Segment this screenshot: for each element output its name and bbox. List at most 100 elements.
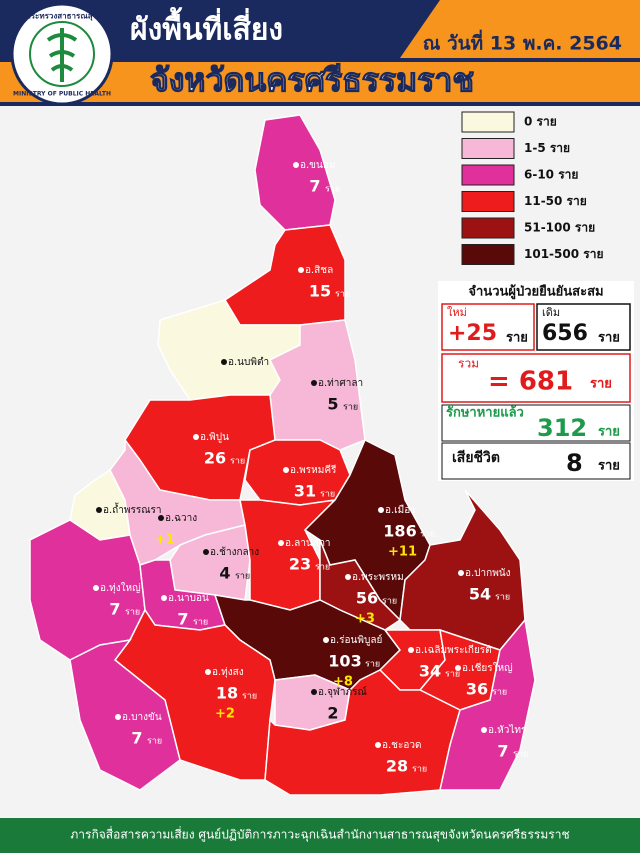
- recovered-label: รักษาหายแล้ว: [446, 405, 524, 421]
- district-dot: [193, 434, 199, 440]
- legend-swatch: [461, 138, 515, 159]
- district-count: 5: [327, 395, 338, 414]
- district-count: 7: [109, 600, 120, 619]
- district-count: 54: [469, 585, 491, 604]
- district-unit: ราย: [343, 403, 358, 413]
- logo-icon: [46, 28, 78, 82]
- header-rule: [0, 102, 640, 106]
- logo-bottom-text: MINISTRY OF PUBLIC HEALTH: [13, 91, 111, 98]
- district-delta: +1: [155, 533, 175, 548]
- district-unit: ราย: [315, 563, 330, 573]
- total-value: = 681: [488, 367, 573, 397]
- new-cell: [441, 303, 535, 351]
- district-dot: [96, 507, 102, 513]
- district-unit: ราย: [320, 490, 335, 500]
- district-name: อ.ช้างกลาง: [210, 546, 259, 558]
- district-name: อ.ท่าศาลา: [318, 378, 363, 389]
- district-count: 186: [383, 522, 416, 541]
- district-count: 7: [131, 729, 142, 748]
- new-unit: ราย: [506, 331, 528, 346]
- logo-top-text: กระทรวงสาธารณสุข: [26, 12, 98, 22]
- district-count: 103: [328, 652, 361, 671]
- prev-value: 656: [542, 321, 588, 346]
- district-count: 56: [356, 589, 378, 608]
- district-delta: +2: [215, 707, 235, 722]
- date: ณ วันที่ 13 พ.ค. 2564: [423, 30, 622, 55]
- map: [29, 114, 536, 796]
- total-unit: ราย: [590, 377, 612, 392]
- district-unit: ราย: [513, 750, 528, 760]
- district-count: 7: [497, 742, 508, 761]
- deaths-label: เสียชีวิต: [452, 450, 500, 466]
- legend-label: 101-500 ราย: [524, 247, 603, 261]
- prev-label: เดิม: [542, 306, 560, 319]
- legend-swatch: [461, 191, 515, 212]
- district-count: 7: [309, 177, 320, 196]
- district-dot: [345, 574, 351, 580]
- district-count: 26: [204, 449, 226, 468]
- district-dot: [158, 515, 164, 521]
- footer: ภารกิจสื่อสารความเสี่ยง ศูนย์ปฏิบัติการภ…: [70, 826, 569, 843]
- district-dot: [293, 162, 299, 168]
- district-unit: ราย: [325, 185, 340, 195]
- recovered-unit: ราย: [598, 425, 620, 440]
- district-count: 36: [466, 680, 488, 699]
- district-dot: [203, 549, 209, 555]
- district-unit: ราย: [193, 618, 208, 628]
- header-rule: [0, 58, 640, 62]
- district-dot: [161, 595, 167, 601]
- district-name: อ.นาบอน: [168, 593, 209, 604]
- legend-swatch: [461, 217, 515, 239]
- legend-label: 0 ราย: [524, 115, 557, 129]
- deaths-unit: ราย: [598, 459, 620, 474]
- district-dot: [298, 267, 304, 273]
- summary-title: จำนวนผู้ป่วยยืนยันสะสม: [468, 284, 603, 300]
- district-count: 15: [309, 282, 331, 301]
- district-dot: [115, 714, 121, 720]
- district-unit: ราย: [495, 593, 510, 603]
- district-name: อ.ลานสกา: [285, 538, 331, 549]
- legend-label: 1-5 ราย: [524, 141, 570, 155]
- district-unit: ราย: [445, 670, 460, 680]
- legend-swatch: [461, 164, 515, 186]
- prev-cell: [536, 303, 631, 351]
- district-dot: [378, 507, 384, 513]
- recovered-cell: [441, 404, 631, 442]
- district-unit: ราย: [147, 737, 162, 747]
- new-label: ใหม่: [447, 306, 467, 319]
- district-name: อ.ชะอวด: [382, 740, 421, 751]
- district-name: อ.เชียรใหญ่: [462, 662, 513, 674]
- district-count: 28: [386, 757, 408, 776]
- district-dot: [455, 665, 461, 671]
- total-label: รวม: [458, 357, 479, 371]
- footer-band: [0, 818, 640, 853]
- district-name: อ.บางขัน: [122, 712, 162, 723]
- title: ผังพื้นที่เสี่ยง: [130, 7, 283, 48]
- district-dot: [408, 647, 414, 653]
- district-name: อ.พิปูน: [200, 432, 229, 443]
- district-dot: [311, 380, 317, 386]
- district-count: 31: [294, 482, 316, 501]
- district-name: อ.ทุ่งใหญ่: [100, 582, 141, 594]
- district-dot: [283, 467, 289, 473]
- total-cell: [441, 353, 631, 403]
- district: [69, 638, 181, 791]
- district-dot: [323, 637, 329, 643]
- district-name: อ.เฉลิมพระเกียรติ: [415, 644, 492, 656]
- district-name: อ.จุฬาภรณ์: [318, 686, 367, 698]
- district-name: อ.พระพรหม: [352, 572, 404, 583]
- district-dot: [375, 742, 381, 748]
- district-unit: ราย: [412, 765, 427, 775]
- district-unit: ราย: [335, 290, 350, 300]
- legend-swatch: [461, 111, 515, 133]
- district-count: 2: [327, 704, 338, 723]
- district-unit: ราย: [230, 457, 245, 467]
- district-name: อ.ร่อนพิบูลย์: [330, 634, 382, 646]
- recovered-value: 312: [537, 414, 587, 442]
- district-dot: [221, 359, 227, 365]
- district-unit: ราย: [382, 597, 397, 607]
- district-name: อ.ปากพนัง: [465, 568, 511, 579]
